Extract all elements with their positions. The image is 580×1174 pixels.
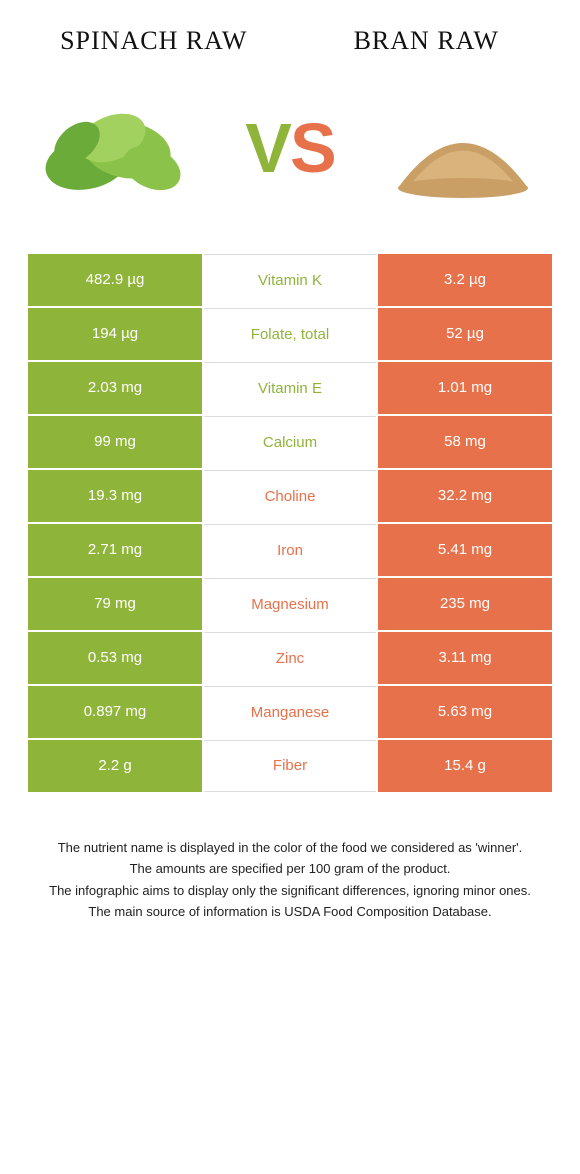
spinach-image [32, 88, 202, 208]
cell-label: Manganese [204, 686, 376, 738]
table-row: 19.3 mgCholine32.2 mg [28, 470, 552, 522]
table-row: 79 mgMagnesium235 mg [28, 578, 552, 630]
table-row: 2.03 mgVitamin E1.01 mg [28, 362, 552, 414]
vs-s: S [290, 109, 335, 187]
cell-label: Calcium [204, 416, 376, 468]
vs-label: VS [245, 108, 334, 188]
table-row: 194 µgFolate, total52 µg [28, 308, 552, 360]
cell-right: 235 mg [376, 578, 552, 630]
title-left: Spinach raw [28, 24, 280, 58]
cell-right: 3.11 mg [376, 632, 552, 684]
cell-label: Vitamin E [204, 362, 376, 414]
cell-right: 3.2 µg [376, 254, 552, 306]
cell-left: 0.897 mg [28, 686, 204, 738]
table-row: 0.897 mgManganese5.63 mg [28, 686, 552, 738]
cell-right: 5.63 mg [376, 686, 552, 738]
table-row: 99 mgCalcium58 mg [28, 416, 552, 468]
vs-v: V [245, 109, 290, 187]
title-right: Bran raw [300, 24, 552, 58]
note-line: The amounts are specified per 100 gram o… [48, 859, 532, 879]
note-line: The main source of information is USDA F… [48, 902, 532, 922]
hero-row: VS [28, 88, 552, 208]
table-row: 0.53 mgZinc3.11 mg [28, 632, 552, 684]
notes-section: The nutrient name is displayed in the co… [28, 794, 552, 922]
cell-left: 79 mg [28, 578, 204, 630]
cell-right: 1.01 mg [376, 362, 552, 414]
cell-right: 32.2 mg [376, 470, 552, 522]
cell-label: Folate, total [204, 308, 376, 360]
cell-label: Fiber [204, 740, 376, 792]
bran-image [378, 88, 548, 208]
titles-row: Spinach raw Bran raw [28, 24, 552, 58]
cell-label: Zinc [204, 632, 376, 684]
cell-left: 2.71 mg [28, 524, 204, 576]
cell-right: 15.4 g [376, 740, 552, 792]
note-line: The infographic aims to display only the… [48, 881, 532, 901]
cell-right: 5.41 mg [376, 524, 552, 576]
cell-right: 58 mg [376, 416, 552, 468]
table-row: 2.71 mgIron5.41 mg [28, 524, 552, 576]
cell-left: 99 mg [28, 416, 204, 468]
table-row: 2.2 gFiber15.4 g [28, 740, 552, 792]
cell-label: Vitamin K [204, 254, 376, 306]
cell-left: 2.2 g [28, 740, 204, 792]
nutrient-table: 482.9 µgVitamin K3.2 µg194 µgFolate, tot… [28, 254, 552, 792]
table-row: 482.9 µgVitamin K3.2 µg [28, 254, 552, 306]
cell-left: 194 µg [28, 308, 204, 360]
cell-left: 482.9 µg [28, 254, 204, 306]
cell-right: 52 µg [376, 308, 552, 360]
cell-left: 0.53 mg [28, 632, 204, 684]
cell-label: Choline [204, 470, 376, 522]
cell-label: Iron [204, 524, 376, 576]
cell-left: 2.03 mg [28, 362, 204, 414]
cell-label: Magnesium [204, 578, 376, 630]
note-line: The nutrient name is displayed in the co… [48, 838, 532, 858]
cell-left: 19.3 mg [28, 470, 204, 522]
